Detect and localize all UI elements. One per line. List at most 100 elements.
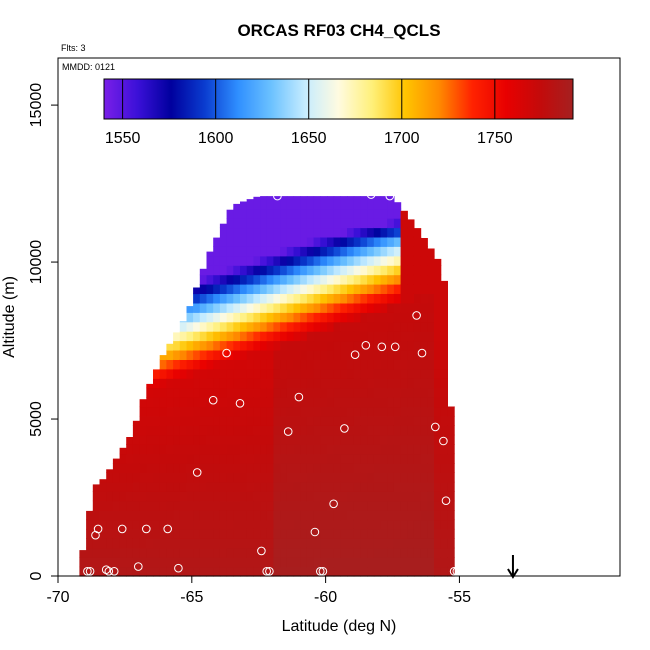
heatmap-cell (407, 340, 415, 351)
heatmap-cell (273, 350, 281, 360)
heatmap-cell (193, 378, 201, 389)
heatmap-cell (340, 557, 348, 568)
heatmap-cell (447, 491, 455, 502)
heatmap-cell (306, 284, 315, 294)
heatmap-cell (233, 510, 241, 521)
heatmap-cell (413, 368, 422, 379)
heatmap-cell (193, 397, 201, 408)
heatmap-cell (132, 547, 141, 558)
heatmap-cell (440, 472, 448, 483)
heatmap-cell (333, 227, 341, 238)
heatmap-cell (320, 274, 328, 285)
heatmap-cell (146, 528, 154, 539)
heatmap-cell (206, 340, 214, 351)
heatmap-cell (340, 510, 348, 521)
heatmap-cell (320, 218, 328, 229)
heatmap-cell (333, 444, 341, 455)
heatmap-cell (360, 566, 368, 577)
heatmap-cell (427, 387, 435, 398)
heatmap-cell (112, 500, 121, 511)
heatmap-cell (173, 434, 181, 445)
heatmap-cell (340, 321, 348, 332)
heatmap-cell (139, 500, 147, 511)
heatmap-cell (159, 406, 167, 417)
x-axis: -70 -65 -60 -55 (46, 576, 471, 606)
heatmap-cell (253, 425, 261, 436)
heatmap-cell (293, 359, 301, 370)
heatmap-cell (420, 312, 428, 323)
heatmap-cell (92, 519, 101, 530)
heatmap-cell (240, 265, 248, 276)
heatmap-cell (387, 378, 395, 389)
heatmap-cell (233, 378, 241, 389)
heatmap-cell (380, 255, 388, 266)
heatmap-cell (380, 302, 388, 313)
heatmap-cell (434, 359, 442, 370)
heatmap-cell (300, 453, 308, 464)
heatmap-cell (420, 246, 428, 257)
heatmap-cell (327, 302, 335, 313)
heatmap-cell (219, 491, 228, 502)
heatmap-cell (280, 500, 288, 511)
heatmap-cell (434, 387, 442, 398)
heatmap-cell (393, 434, 402, 445)
heatmap-cell (286, 566, 295, 577)
heatmap-cell (240, 510, 248, 521)
heatmap-cell (293, 255, 301, 266)
heatmap-cell (286, 350, 295, 360)
heatmap-cell (193, 350, 201, 360)
heatmap-cell (373, 368, 382, 379)
heatmap-cell (286, 557, 295, 568)
heatmap-cell (393, 265, 402, 276)
heatmap-cell (387, 368, 395, 379)
heatmap-cell (440, 359, 448, 370)
heatmap-cell (407, 528, 415, 539)
heatmap-cell (407, 359, 415, 370)
heatmap-cell (119, 528, 127, 539)
heatmap-cell (159, 472, 167, 483)
heatmap-cell (233, 208, 241, 219)
heatmap-cell (440, 557, 448, 568)
heatmap-cell (99, 547, 107, 558)
heatmap-cell (273, 368, 281, 379)
heatmap-cell (159, 359, 167, 370)
heatmap-cell (427, 321, 435, 332)
heatmap-cell (360, 246, 368, 257)
heatmap-cell (153, 415, 161, 426)
heatmap-cell (413, 500, 422, 511)
heatmap-cell (447, 406, 455, 417)
heatmap-cell (400, 210, 408, 219)
heatmap-cell (313, 218, 321, 229)
heatmap-cell (420, 453, 428, 464)
heatmap-cell (159, 355, 167, 360)
heatmap-cell (347, 453, 355, 464)
heatmap-cell (193, 321, 201, 332)
heatmap-cell (213, 265, 221, 276)
heatmap-cell (273, 528, 281, 539)
heatmap-cell (306, 566, 315, 577)
heatmap-cell (226, 444, 234, 455)
heatmap-cell (280, 387, 288, 398)
heatmap-cell (186, 510, 194, 521)
heatmap-cell (400, 547, 408, 558)
heatmap-cell (226, 274, 234, 285)
heatmap-cell (400, 236, 408, 247)
heatmap-cell (179, 340, 188, 351)
heatmap-cell (273, 321, 281, 332)
heatmap-cell (260, 284, 268, 294)
heatmap-cell (387, 491, 395, 502)
heatmap-cell (206, 293, 214, 304)
heatmap-cell (253, 463, 261, 473)
heatmap-cell (92, 557, 101, 568)
heatmap-cell (173, 340, 181, 351)
heatmap-cell (246, 397, 254, 408)
heatmap-cell (340, 444, 348, 455)
heatmap-cell (132, 566, 141, 577)
heatmap-cell (153, 519, 161, 530)
heatmap-cell (146, 472, 154, 483)
heatmap-cell (340, 453, 348, 464)
heatmap-cell (280, 406, 288, 417)
heatmap-cell (166, 425, 174, 436)
heatmap-cell (420, 434, 428, 445)
heatmap-cell (347, 444, 355, 455)
